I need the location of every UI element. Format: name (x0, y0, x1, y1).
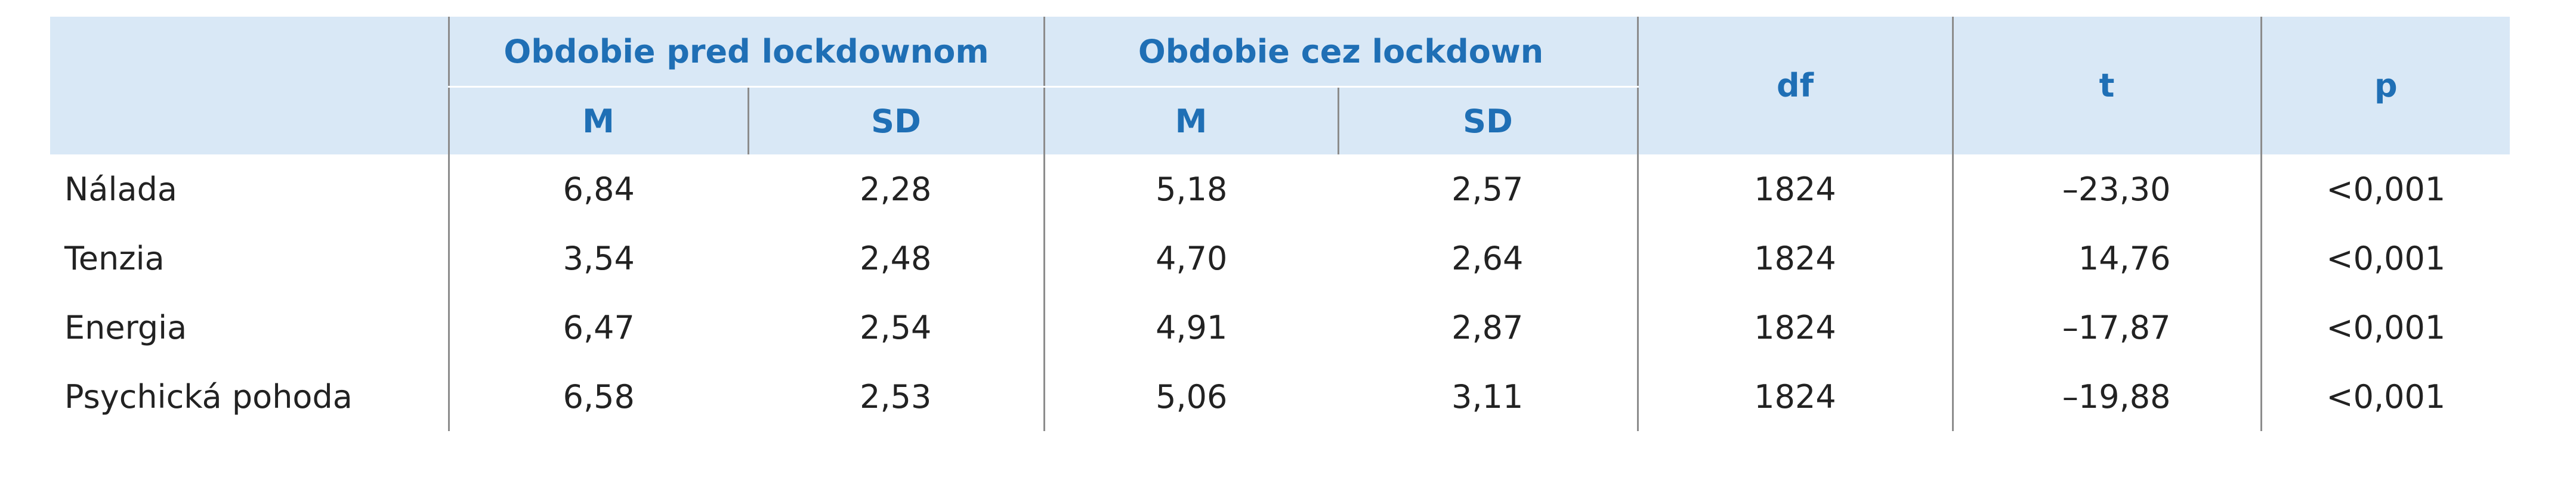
header-cell: df (1636, 17, 1953, 154)
table-cell: 2,54 (860, 308, 932, 346)
table-row: Energia 6,47 2,54 4,91 2,87 1824 –17,87 <0,001 (50, 293, 2510, 362)
table-cell: 2,87 (1451, 308, 1524, 346)
table-cell: 2,53 (860, 377, 932, 416)
row-label: Psychická pohoda (64, 377, 353, 416)
header-cell: t (1951, 17, 2262, 154)
row-label: Nálada (64, 170, 177, 208)
table-cell: 2,57 (1451, 170, 1524, 208)
header-cell: Obdobie pred lockdownom (447, 17, 1044, 88)
header-row: M SD M SD (50, 86, 2510, 154)
header-cell: Obdobie cez lockdown (1043, 17, 1638, 88)
table-cell: –23,30 (1951, 154, 2262, 224)
table-cell: –17,87 (1951, 293, 2262, 362)
table-cell: <0,001 (2260, 224, 2510, 293)
header-cell (50, 17, 449, 154)
table-cell: 5,06 (1043, 362, 1338, 431)
results-table: Obdobie pred lockdownom Obdobie cez lock… (50, 17, 2510, 431)
table-cell: 6,58 (447, 362, 748, 431)
table-cell: 5,18 (1043, 154, 1338, 224)
table-cell: 3,11 (1451, 377, 1524, 416)
table-body: Nálada 6,84 2,28 5,18 2,57 1824 –23,30 <0,001 Te… (50, 154, 2510, 431)
table-cell: <0,001 (2260, 362, 2510, 431)
header-cell: M (1043, 86, 1338, 154)
table-cell: 3,54 (447, 224, 748, 293)
table-cell: 1824 (1636, 224, 1953, 293)
table-row: Nálada 6,84 2,28 5,18 2,57 1824 –23,30 <0,001 (50, 154, 2510, 224)
header-cell: SD (747, 86, 1044, 154)
table-cell: 2,48 (860, 239, 932, 277)
row-label: Tenzia (64, 239, 165, 277)
table-cell: 4,70 (1043, 224, 1338, 293)
table-cell: 4,91 (1043, 293, 1338, 362)
table-cell: 14,76 (1951, 224, 2262, 293)
table-cell: –19,88 (1951, 362, 2262, 431)
table-row: Tenzia 3,54 2,48 4,70 2,64 1824 14,76 <0,001 (50, 224, 2510, 293)
table-cell: 6,84 (447, 154, 748, 224)
header-cell: M (447, 86, 748, 154)
table-cell: 2,64 (1451, 239, 1524, 277)
row-label: Energia (64, 308, 187, 346)
table-row: Psychická pohoda 6,58 2,53 5,06 3,11 1824 –19,… (50, 362, 2510, 431)
table-cell: 1824 (1636, 362, 1953, 431)
header-cell: SD (1337, 86, 1638, 154)
table-cell: <0,001 (2260, 293, 2510, 362)
table-cell: 2,28 (860, 170, 932, 208)
header-cell: p (2260, 17, 2510, 154)
table-cell: 6,47 (447, 293, 748, 362)
table-cell: <0,001 (2260, 154, 2510, 224)
table-header: Obdobie pred lockdownom Obdobie cez lock… (50, 17, 2510, 154)
table-cell: 1824 (1636, 154, 1953, 224)
table-cell: 1824 (1636, 293, 1953, 362)
header-row: Obdobie pred lockdownom Obdobie cez lock… (50, 17, 2510, 154)
